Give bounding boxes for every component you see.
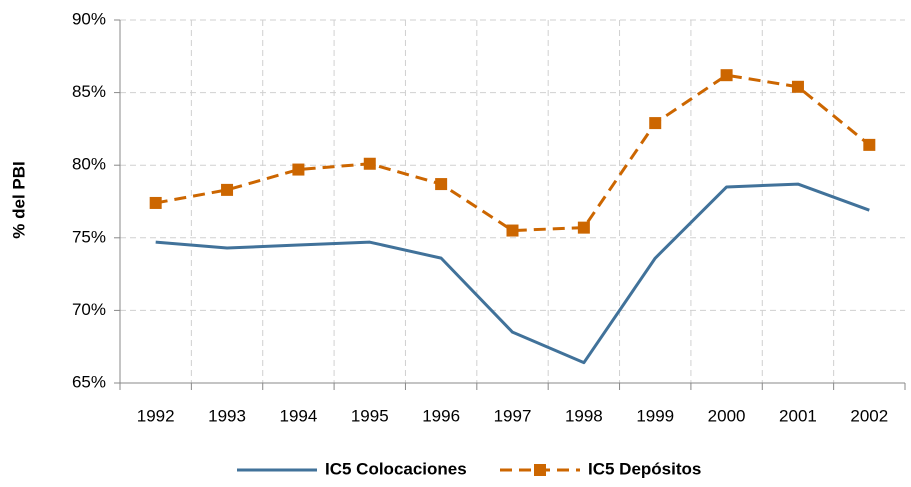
x-tick-label: 2002 (850, 406, 888, 425)
y-tick-label: 90% (72, 9, 106, 28)
x-tick-label: 1999 (636, 406, 674, 425)
x-tick-label: 1995 (351, 406, 389, 425)
x-tick-label: 1994 (279, 406, 317, 425)
y-axis-title: % del PBI (9, 161, 28, 238)
x-tick-label: 2001 (779, 406, 817, 425)
marker (363, 157, 376, 170)
legend-marker (534, 464, 546, 476)
legend-label: IC5 Depósitos (588, 459, 701, 478)
y-tick-label: 70% (72, 300, 106, 319)
series-line (155, 182, 870, 365)
y-tick-label: 85% (72, 82, 106, 101)
marker (577, 221, 590, 234)
x-tick-label: 2000 (708, 406, 746, 425)
x-tick-label: 1998 (565, 406, 603, 425)
y-tick-label: 65% (72, 372, 106, 391)
y-tick-label: 80% (72, 155, 106, 174)
x-tick-label: 1993 (208, 406, 246, 425)
marker (720, 69, 733, 82)
x-tick-label: 1996 (422, 406, 460, 425)
marker (149, 196, 162, 209)
marker (649, 117, 662, 130)
y-tick-label: 75% (72, 227, 106, 246)
marker (506, 224, 519, 237)
legend-label: IC5 Colocaciones (325, 459, 467, 478)
series-line (155, 73, 871, 233)
x-tick-label: 1997 (494, 406, 532, 425)
marker (221, 183, 234, 196)
marker (435, 178, 448, 191)
x-tick-label: 1992 (137, 406, 175, 425)
marker (791, 80, 804, 93)
marker (863, 138, 876, 151)
marker (292, 163, 305, 176)
